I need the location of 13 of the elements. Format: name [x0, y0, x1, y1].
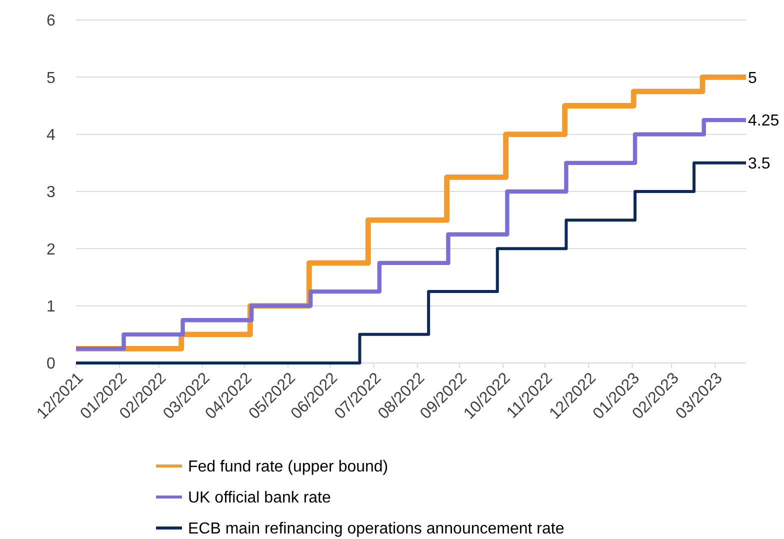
y-tick-label: 3	[46, 184, 56, 202]
annotation: 3.5	[748, 156, 770, 173]
y-tick-label: 0	[46, 356, 56, 373]
y-tick-label: 1	[46, 298, 56, 316]
annotation: 4.25	[748, 112, 780, 130]
annotation: 5	[748, 70, 757, 87]
legend-label: ECB main refinancing operations announcement rate	[188, 520, 564, 538]
y-tick-label: 4	[46, 126, 56, 144]
y-tick-label: 6	[46, 12, 56, 30]
legend-label: Fed fund rate (upper bound)	[188, 458, 388, 476]
y-tick-label: 5	[46, 70, 56, 87]
legend-label: UK official bank rate	[188, 490, 331, 507]
y-tick-label: 2	[46, 241, 56, 258]
